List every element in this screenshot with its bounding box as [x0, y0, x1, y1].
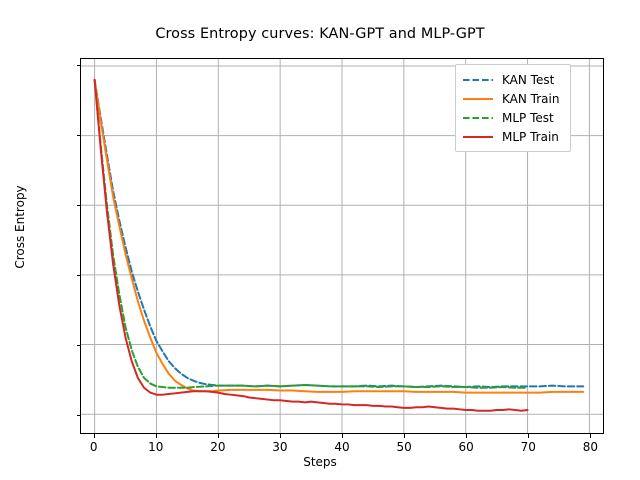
x-tick-mark	[342, 434, 344, 438]
x-tick-mark	[93, 434, 95, 438]
x-tick-label: 0	[89, 440, 98, 454]
x-axis-label: Steps	[303, 455, 337, 469]
legend-label: MLP Test	[502, 110, 554, 125]
y-tick-mark	[76, 415, 80, 417]
legend-label: MLP Train	[502, 129, 559, 144]
x-tick-label: 50	[396, 440, 412, 454]
x-tick-mark	[217, 434, 219, 438]
series-line-kan-train	[93, 78, 585, 394]
y-tick-mark	[76, 65, 80, 67]
y-tick-mark	[76, 135, 80, 137]
legend-label: KAN Test	[502, 72, 555, 87]
y-tick-mark	[76, 205, 80, 207]
series-line-mlp-train	[93, 78, 529, 412]
x-tick-label: 20	[210, 440, 226, 454]
legend-item-kan-train[interactable]: KAN Train	[456, 89, 570, 108]
chart-title: Cross Entropy curves: KAN-GPT and MLP-GP…	[155, 26, 485, 42]
x-tick-mark	[466, 434, 468, 438]
x-tick-label: 60	[458, 440, 474, 454]
series-line-mlp-test	[93, 78, 529, 389]
y-tick-mark	[76, 275, 80, 277]
legend-item-mlp-test[interactable]: MLP Test	[456, 108, 570, 127]
legend-swatch-icon	[462, 74, 494, 86]
legend-swatch-icon	[462, 112, 494, 124]
x-tick-mark	[279, 434, 281, 438]
data-curves	[93, 78, 585, 412]
x-tick-label: 30	[272, 440, 288, 454]
x-tick-label: 80	[582, 440, 598, 454]
legend-label: KAN Train	[502, 91, 560, 106]
x-tick-mark	[528, 434, 530, 438]
y-axis-label: Cross Entropy	[13, 185, 27, 269]
x-tick-label: 70	[520, 440, 536, 454]
legend-item-mlp-train[interactable]: MLP Train	[456, 127, 570, 146]
y-tick-mark	[76, 345, 80, 347]
x-tick-mark	[590, 434, 592, 438]
legend-swatch-icon	[462, 131, 494, 143]
x-tick-label: 10	[148, 440, 164, 454]
x-tick-mark	[404, 434, 406, 438]
x-tick-mark	[155, 434, 157, 438]
legend: KAN Test KAN Train MLP Test MLP Train	[455, 64, 571, 152]
legend-swatch-icon	[462, 93, 494, 105]
legend-item-kan-test[interactable]: KAN Test	[456, 70, 570, 89]
x-tick-label: 40	[334, 440, 350, 454]
